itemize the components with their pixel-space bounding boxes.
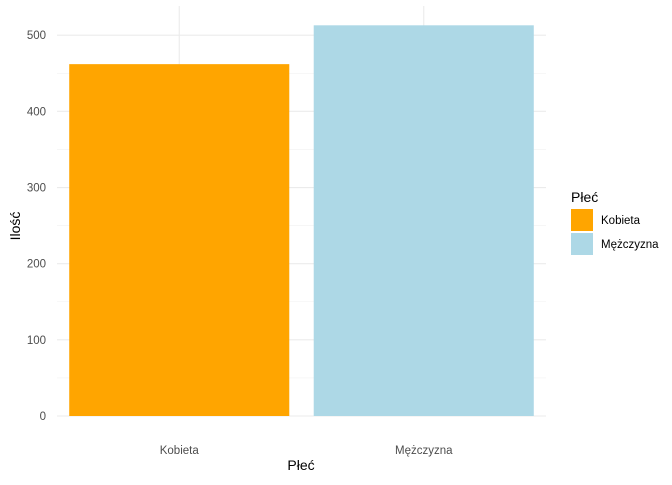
x-axis-title: Płeć: [287, 457, 314, 473]
bars: [69, 25, 534, 417]
legend-swatch: [571, 233, 593, 255]
legend-swatch: [571, 209, 593, 231]
y-tick-label: 300: [27, 183, 46, 195]
y-tick-label: 0: [40, 411, 46, 423]
x-tick-label: Mężczyzna: [395, 445, 453, 457]
y-tick-label: 200: [27, 259, 46, 271]
bar-mężczyzna: [313, 25, 534, 417]
x-tick-label: Kobieta: [160, 445, 200, 457]
bar-kobieta: [69, 64, 290, 416]
legend-entry-label: Kobieta: [601, 215, 641, 227]
y-axis-title: Ilość: [7, 212, 23, 241]
y-tick-label: 400: [27, 106, 46, 118]
y-tick-label: 100: [27, 335, 46, 347]
x-axis-ticks: Kobieta Mężczyzna: [160, 445, 453, 457]
legend: Płeć Kobieta Mężczyzna: [571, 189, 659, 255]
y-tick-label: 500: [27, 30, 46, 42]
legend-title: Płeć: [571, 189, 598, 205]
legend-entry-label: Mężczyzna: [601, 239, 659, 251]
y-axis-ticks: 0 100 200 300 400 500: [27, 30, 46, 423]
